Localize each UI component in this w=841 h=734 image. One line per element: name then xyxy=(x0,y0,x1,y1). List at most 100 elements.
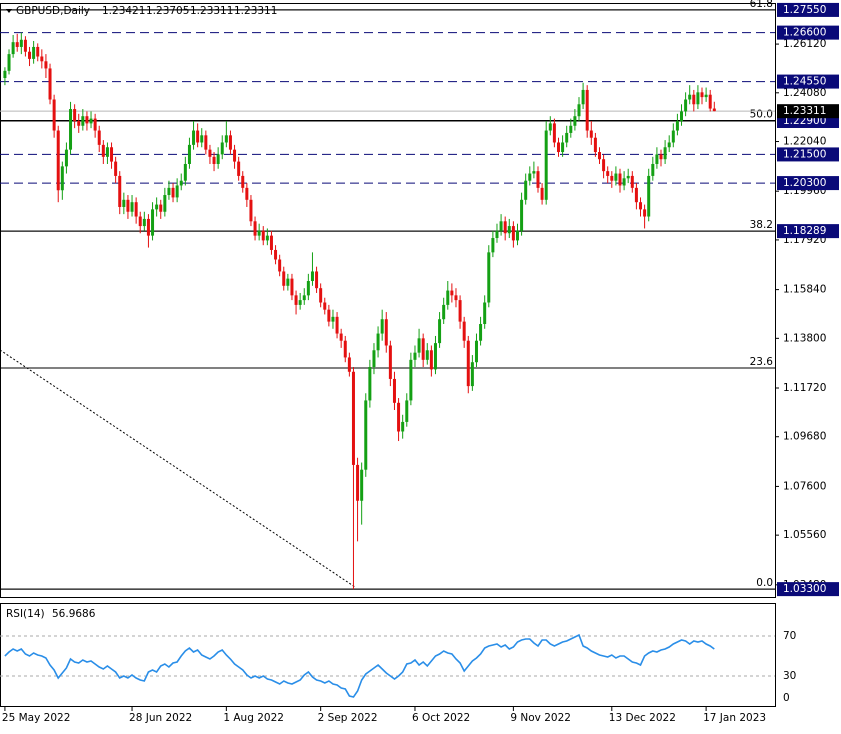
candle-body xyxy=(282,271,286,286)
candle-body xyxy=(524,180,528,200)
candle-body xyxy=(32,46,36,59)
candle-body xyxy=(618,173,622,186)
candle-body xyxy=(110,147,114,162)
candle-body xyxy=(122,199,126,207)
last-price-label: 1.23311 xyxy=(783,105,826,117)
candle-body xyxy=(187,144,191,164)
level-label: 1.26600 xyxy=(783,27,826,39)
candle-body xyxy=(561,142,565,153)
candle-body xyxy=(253,221,257,236)
candle-body xyxy=(671,130,675,143)
candle-body xyxy=(606,171,610,176)
x-tick-label: 17 Jan 2023 xyxy=(703,712,766,724)
candle-body xyxy=(23,39,27,52)
x-tick-label: 2 Sep 2022 xyxy=(318,712,378,724)
candle-body xyxy=(265,235,269,241)
candle-body xyxy=(3,70,7,78)
candle-body xyxy=(708,94,712,109)
candle-body xyxy=(487,252,491,303)
y-tick-label: 1.22040 xyxy=(783,136,826,148)
candle-body xyxy=(200,135,204,143)
candle-body xyxy=(212,156,216,164)
candle-body xyxy=(73,109,77,121)
candle-body xyxy=(151,209,155,236)
level-label: 1.24550 xyxy=(783,76,826,88)
level-box xyxy=(777,25,839,40)
last-price-box xyxy=(777,104,839,119)
candle-body xyxy=(85,116,89,124)
candle-body xyxy=(319,288,323,303)
candle-body xyxy=(167,187,171,196)
candle-body xyxy=(556,142,560,153)
candle-body xyxy=(81,116,85,126)
y-tick-label: 1.05560 xyxy=(783,529,826,541)
candle-body xyxy=(532,171,536,174)
candle-body xyxy=(675,120,679,131)
candle-body xyxy=(458,300,462,322)
candle-body xyxy=(142,218,146,227)
rsi-tick-label: 70 xyxy=(783,630,796,642)
candle-body xyxy=(130,202,134,212)
candle-body xyxy=(388,345,392,379)
candle-body xyxy=(684,99,688,112)
candle-body xyxy=(183,163,187,181)
candle-body xyxy=(360,469,364,501)
x-tick-label: 13 Dec 2022 xyxy=(609,712,676,724)
title-close: 1.23311 xyxy=(234,5,277,17)
candle-body xyxy=(438,319,442,344)
candle-body xyxy=(429,350,433,370)
candle-body xyxy=(233,149,237,162)
candle-body xyxy=(622,178,626,186)
y-tick-label: 1.24080 xyxy=(783,87,826,99)
rsi-tick-label: 30 xyxy=(783,670,796,682)
candle-body xyxy=(372,350,376,367)
candle-body xyxy=(528,173,532,181)
candle-body xyxy=(224,135,228,143)
candle-body xyxy=(712,108,716,112)
candle-body xyxy=(261,230,265,241)
candle-body xyxy=(659,154,663,160)
candle-body xyxy=(208,149,212,157)
candle-body xyxy=(310,271,314,282)
candle-body xyxy=(680,111,684,121)
candle-body xyxy=(228,135,232,150)
candle-body xyxy=(692,94,696,105)
candle-body xyxy=(155,204,159,210)
candle-body xyxy=(577,104,581,117)
candle-body xyxy=(474,340,478,363)
candle-body xyxy=(433,343,437,370)
candle-body xyxy=(339,333,343,341)
candle-body xyxy=(56,130,60,191)
candle-body xyxy=(77,120,81,126)
candle-body xyxy=(552,123,556,143)
candle-body xyxy=(204,135,208,150)
y-tick-label: 1.13800 xyxy=(783,332,826,344)
candle-body xyxy=(159,204,163,212)
candle-body xyxy=(114,161,118,176)
level-box xyxy=(777,74,839,89)
x-tick-label: 6 Oct 2022 xyxy=(412,712,470,724)
candle-body xyxy=(216,154,220,164)
candle-body xyxy=(565,132,569,143)
candle-body xyxy=(470,362,474,387)
candle-body xyxy=(290,278,294,296)
y-tick-label: 1.26120 xyxy=(783,38,826,50)
candle-body xyxy=(48,68,52,100)
trend-line xyxy=(0,349,356,588)
level-box xyxy=(777,224,839,239)
candle-body xyxy=(376,333,380,351)
candle-body xyxy=(454,295,458,301)
candle-body xyxy=(421,338,425,360)
level-box xyxy=(777,582,839,597)
y-tick-label: 1.15840 xyxy=(783,284,826,296)
candle-body xyxy=(347,357,351,372)
candle-body xyxy=(392,378,396,403)
candle-body xyxy=(44,61,48,69)
candle-body xyxy=(245,187,249,200)
level-box xyxy=(777,2,839,17)
candle-body xyxy=(634,187,638,203)
candle-body xyxy=(249,199,253,222)
level-box xyxy=(777,147,839,162)
candle-body xyxy=(302,295,306,301)
candle-body xyxy=(52,99,56,131)
